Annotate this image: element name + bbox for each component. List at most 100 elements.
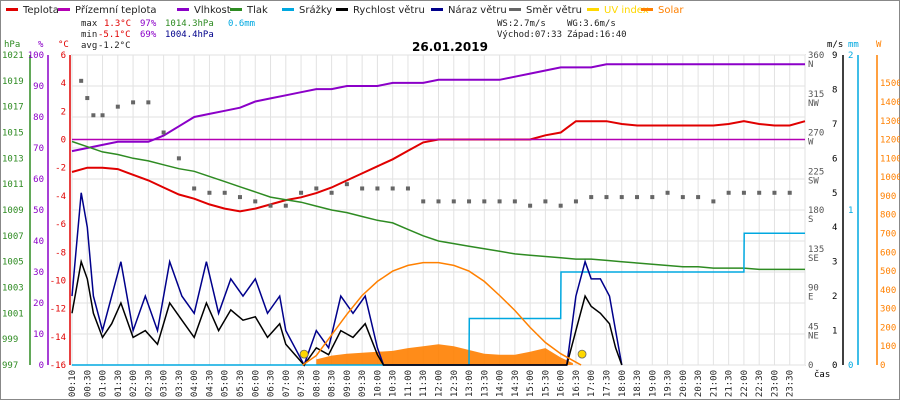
chart-date-title: 26.01.2019 bbox=[412, 40, 488, 54]
info-ws: WS:2.7m/s bbox=[497, 19, 546, 29]
axis-pct-tick: 60 bbox=[33, 175, 44, 185]
axis-w-tick: 800 bbox=[880, 211, 896, 221]
axis-dir-tick-dir: N bbox=[808, 60, 813, 70]
axis-dir-tick-dir: NW bbox=[808, 99, 819, 109]
stat-max-press: 1014.3hPa bbox=[165, 19, 214, 29]
axis-w-tick: 1300 bbox=[880, 117, 900, 127]
axis-ms-tick: 8 bbox=[832, 85, 837, 95]
axis-ms-tick: 4 bbox=[832, 223, 837, 233]
axis-w-tick: 300 bbox=[880, 305, 896, 315]
axis-dir-tick-dir: SE bbox=[808, 254, 819, 264]
axis-hpa-tick: 1003 bbox=[2, 284, 24, 294]
wind-direction-point bbox=[100, 113, 105, 118]
x-tick: 07:00 bbox=[282, 370, 292, 397]
legend-label-solar: Solar bbox=[658, 5, 684, 16]
wind-direction-point bbox=[696, 195, 701, 200]
wind-direction-point bbox=[390, 186, 395, 191]
axis-degc-tick: 4 bbox=[61, 79, 66, 89]
axis-dir-tick: 360 bbox=[808, 51, 824, 61]
wind-direction-point bbox=[741, 190, 746, 195]
axis-pct-tick: 0 bbox=[39, 361, 44, 371]
stat-avg-label: avg bbox=[81, 41, 97, 51]
legend-swatch-dir bbox=[509, 8, 521, 11]
wind-direction-point bbox=[757, 190, 762, 195]
x-tick: 12:00 bbox=[435, 370, 445, 397]
axis-w-tick: 900 bbox=[880, 192, 896, 202]
axis-degc-tick: -6 bbox=[55, 220, 66, 230]
axis-degc-tick: -14 bbox=[50, 333, 66, 343]
axis-pct-tick: 100 bbox=[28, 51, 44, 61]
wind-direction-point bbox=[589, 195, 594, 200]
axis-pct-tick: 40 bbox=[33, 237, 44, 247]
info-block: WS:2.7m/s WG:3.6m/s Východ:07:33 Západ:1… bbox=[497, 19, 627, 40]
x-tick: 02:30 bbox=[144, 370, 154, 397]
x-tick: 08:30 bbox=[328, 370, 338, 397]
stat-min-temp: -5.1°C bbox=[98, 30, 131, 40]
unit-degc: °C bbox=[58, 40, 69, 50]
wind-direction-point bbox=[268, 203, 273, 208]
stat-avg-temp: -1.2°C bbox=[98, 41, 131, 51]
axis-dir-tick: 90 bbox=[808, 284, 819, 294]
axis-pct-tick: 50 bbox=[33, 206, 44, 216]
wind-direction-point bbox=[604, 195, 609, 200]
solar-line bbox=[302, 261, 582, 366]
axis-w-tick: 400 bbox=[880, 286, 896, 296]
wind-direction-point bbox=[573, 199, 578, 204]
axis-ms-tick: 1 bbox=[832, 327, 837, 337]
axis-degc-tick: 0 bbox=[61, 136, 66, 146]
axis-hpa-tick: 1005 bbox=[2, 258, 24, 268]
wind-direction-point bbox=[146, 100, 151, 105]
legend-label-rain: Srážky bbox=[299, 4, 332, 16]
wind-direction-point bbox=[161, 130, 166, 135]
axis-pct-tick: 20 bbox=[33, 299, 44, 309]
wind-direction-point bbox=[558, 203, 563, 208]
wind-direction-point bbox=[405, 186, 410, 191]
axis-dir-tick: 0 bbox=[808, 361, 813, 371]
axis-hpa-tick: 1001 bbox=[2, 309, 24, 319]
axis-w-tick: 500 bbox=[880, 267, 896, 277]
rain-line bbox=[72, 232, 805, 366]
axis-w-tick: 100 bbox=[880, 342, 896, 352]
axis-pct-tick: 80 bbox=[33, 113, 44, 123]
wind-direction-point bbox=[451, 199, 456, 204]
x-tick: 15:00 bbox=[526, 370, 536, 397]
stat-max-rain: 0.6mm bbox=[228, 19, 255, 29]
wind-direction-point bbox=[91, 113, 96, 118]
stat-max-hum: 97% bbox=[140, 19, 157, 29]
wind-direction-point bbox=[207, 190, 212, 195]
x-tick: 20:30 bbox=[694, 370, 704, 397]
wind-direction-point bbox=[79, 78, 84, 83]
x-tick: 02:00 bbox=[129, 370, 139, 397]
wind-direction-point bbox=[237, 195, 242, 200]
axis-pct-tick: 90 bbox=[33, 82, 44, 92]
wind-direction-point bbox=[131, 100, 136, 105]
x-tick: 23:00 bbox=[770, 370, 780, 397]
legend-swatch-dew bbox=[58, 8, 70, 11]
axis-degc-tick: -8 bbox=[55, 248, 66, 258]
axis-dir-tick: 270 bbox=[808, 129, 824, 139]
axis-hpa-tick: 999 bbox=[2, 335, 18, 345]
x-tick: 04:00 bbox=[190, 370, 200, 397]
info-sunrise: Východ:07:33 bbox=[497, 30, 562, 40]
axis-hpa-tick: 1019 bbox=[2, 77, 24, 87]
stat-min-press: 1004.4hPa bbox=[165, 30, 214, 40]
axis-hpa-tick: 1011 bbox=[2, 180, 24, 190]
wind-direction-point bbox=[726, 190, 731, 195]
axis-dir-tick: 135 bbox=[808, 245, 824, 255]
axis-dir-tick-dir: W bbox=[808, 138, 814, 148]
axis-dir-tick-dir: SW bbox=[808, 176, 819, 186]
wind-direction-point bbox=[635, 195, 640, 200]
legend-swatch-rain bbox=[282, 8, 294, 11]
x-tick: 10:30 bbox=[389, 370, 399, 397]
x-tick: 01:30 bbox=[114, 370, 124, 397]
wind-direction-point bbox=[711, 199, 716, 204]
wind-direction-point bbox=[115, 104, 120, 109]
x-tick: 00:10 bbox=[68, 370, 78, 397]
axis-degc-tick: -10 bbox=[50, 276, 66, 286]
axis-w-tick: 1500 bbox=[880, 79, 900, 89]
axis-dir-tick-dir: E bbox=[808, 293, 813, 303]
info-wg: WG:3.6m/s bbox=[567, 19, 616, 29]
x-tick: 22:30 bbox=[755, 370, 765, 397]
x-tick: 19:30 bbox=[664, 370, 674, 397]
x-tick: 18:30 bbox=[633, 370, 643, 397]
